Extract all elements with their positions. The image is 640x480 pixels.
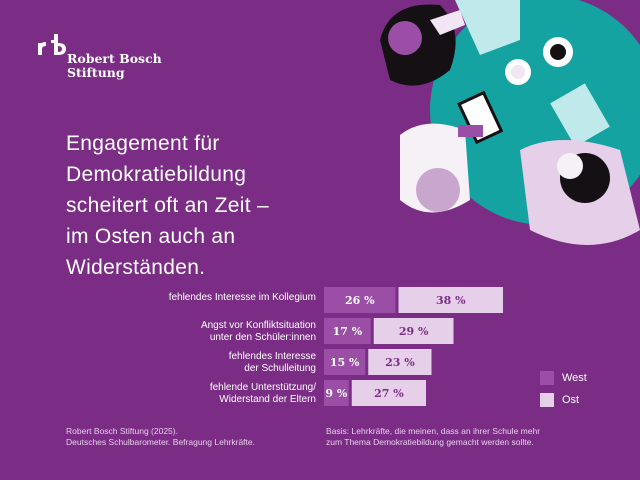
bar-ost	[368, 349, 432, 375]
headline-line: Demokratiebildung	[66, 163, 247, 186]
category-label: fehlende Unterstützung/ Widerstand der E…	[210, 382, 316, 406]
category-label-line: unter den Schüler:innen	[209, 332, 316, 343]
bar-ost	[351, 380, 426, 406]
rb-logo-icon	[38, 34, 66, 55]
source-note: Robert Bosch Stiftung (2025). Deutsches …	[66, 426, 255, 448]
bar-west	[324, 287, 396, 313]
category-label-line: fehlendes Interesse im Kollegium	[168, 292, 316, 303]
meeting-illustration	[380, 0, 640, 245]
legend-swatch-ost	[540, 393, 554, 407]
category-label-line: Angst vor Konfliktsituation	[200, 320, 316, 331]
bar-ost	[398, 287, 503, 313]
category-label-line: fehlende Unterstützung/	[209, 382, 316, 393]
legend-item-ost: Ost	[540, 393, 579, 407]
headline-line: im Osten auch an	[66, 225, 236, 248]
paper-icon	[550, 83, 610, 147]
category-label-line: der Schulleitung	[244, 363, 316, 374]
source-line: Deutsches Schulbarometer. Befragung Lehr…	[66, 437, 255, 447]
bar-ost	[373, 318, 454, 344]
person-dark-head	[388, 21, 422, 55]
person-white-head	[416, 168, 460, 212]
headline-line: Widerständen.	[66, 256, 206, 279]
basis-line: zum Thema Demokratiebildung gemacht werd…	[326, 437, 534, 447]
logo-text: Robert Bosch Stiftung	[67, 52, 162, 80]
category-label: fehlendes Interesse im Kollegium	[169, 292, 316, 304]
headline-line: Engagement für	[66, 132, 220, 155]
category-label: fehlendes Interesse der Schulleitung	[229, 351, 316, 375]
category-label-line: fehlendes Interesse	[228, 351, 316, 362]
data-label-ost: 29 %	[399, 325, 429, 338]
logo	[38, 34, 66, 58]
category-label: Angst vor Konfliktsituation unter den Sc…	[201, 320, 316, 344]
data-label-ost: 23 %	[385, 356, 415, 369]
data-label-west: 17 %	[333, 325, 363, 338]
bar-west	[324, 318, 371, 344]
headline: Engagement für Demokratiebildung scheite…	[66, 128, 366, 283]
legend-item-west: West	[540, 371, 587, 385]
laptop-icon	[455, 0, 520, 55]
legend-label-west: West	[562, 372, 587, 384]
logo-line-2: Stiftung	[67, 65, 125, 80]
category-label-line: Widerstand der Eltern	[219, 394, 316, 405]
data-label-ost: 27 %	[374, 387, 404, 400]
basis-note: Basis: Lehrkräfte, die meinen, dass an i…	[326, 426, 540, 448]
source-line: Robert Bosch Stiftung (2025).	[66, 426, 178, 436]
legend-label-ost: Ost	[562, 394, 580, 406]
bar-west	[324, 380, 349, 406]
data-label-west: 9 %	[325, 387, 347, 400]
data-label-west: 15 %	[330, 356, 360, 369]
data-label-west: 26 %	[345, 294, 375, 307]
headline-line: scheitert oft an Zeit –	[66, 194, 269, 217]
data-label-ost: 38 %	[436, 294, 466, 307]
logo-line-1: Robert Bosch	[67, 51, 162, 66]
bar-west	[324, 349, 366, 375]
basis-line: Basis: Lehrkräfte, die meinen, dass an i…	[326, 426, 541, 436]
legend-swatch-west	[540, 371, 554, 385]
